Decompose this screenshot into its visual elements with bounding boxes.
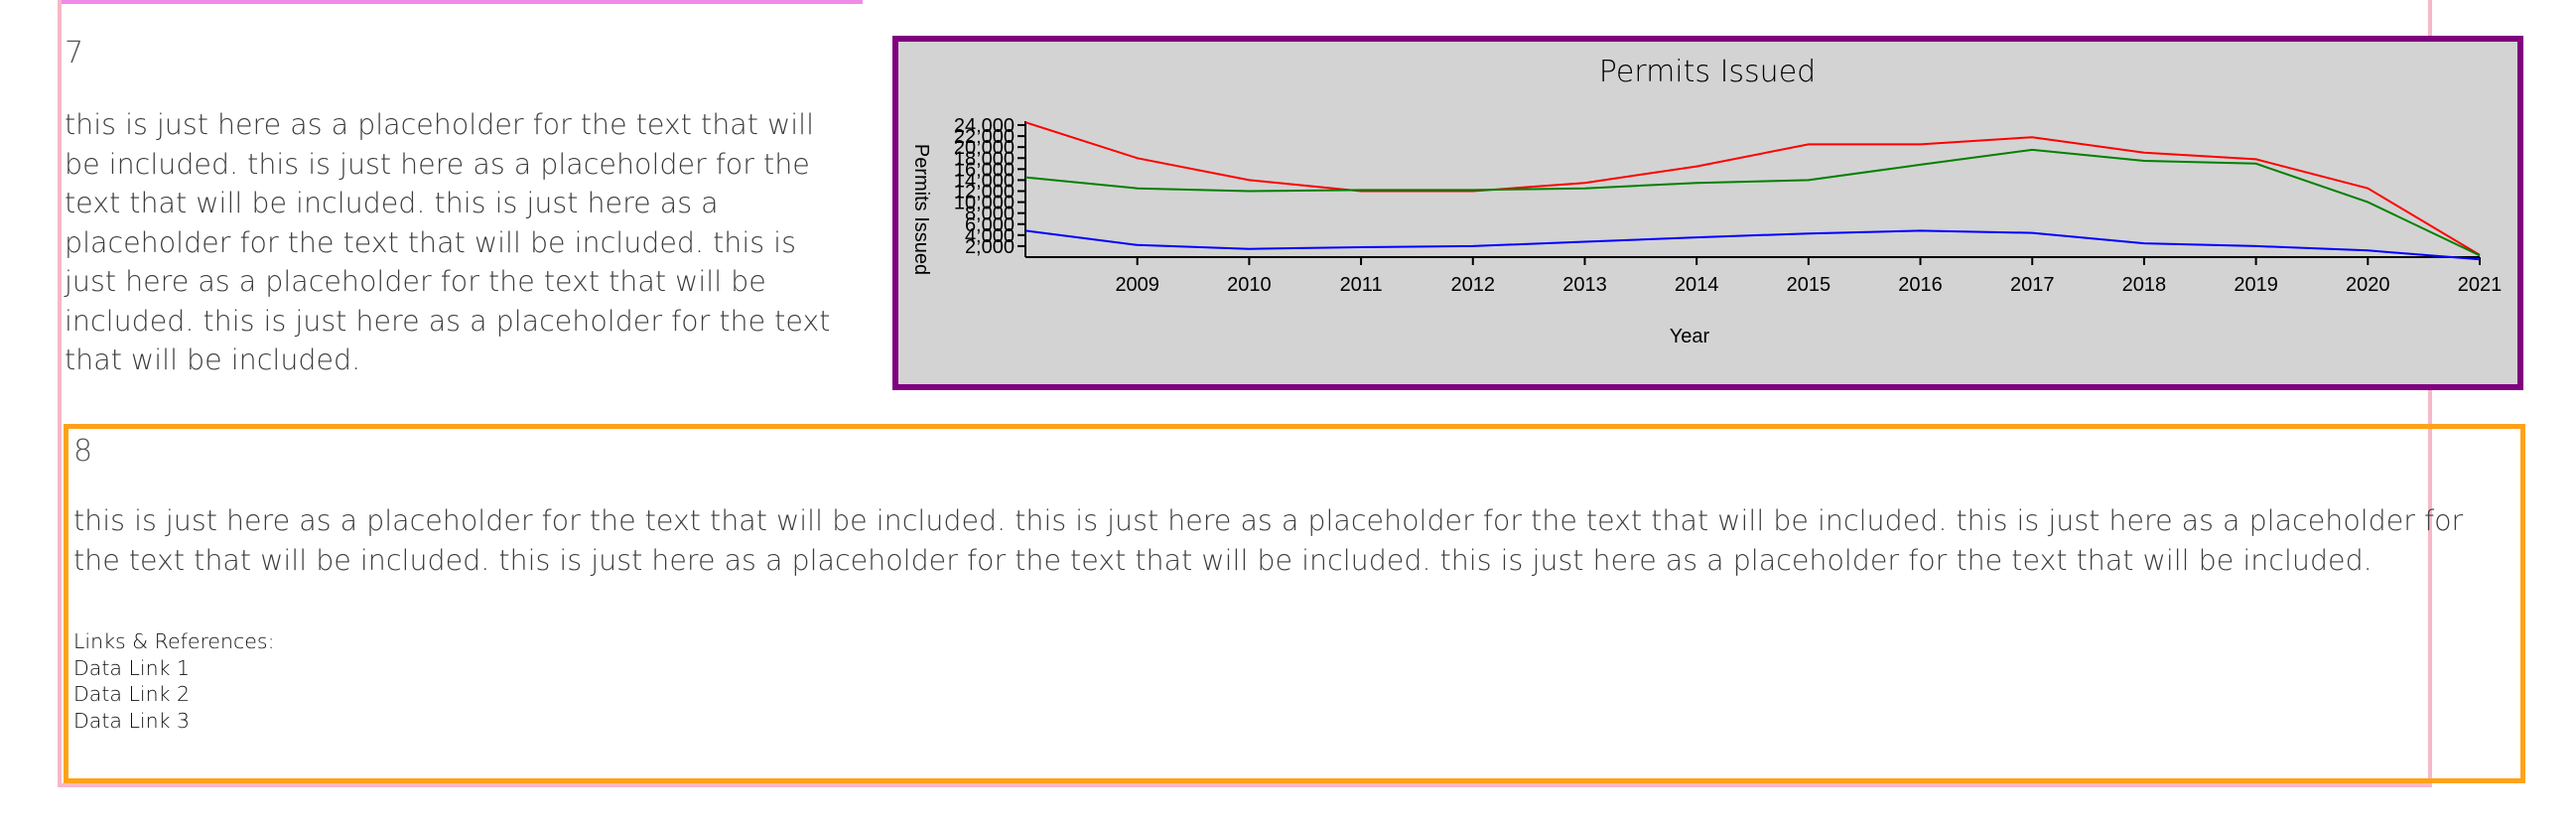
x-tick-label: 2017 [2010, 274, 2055, 296]
y-tick-label: 14,000 [954, 170, 1015, 192]
y-tick-label: 18,000 [954, 148, 1015, 170]
x-tick-label: 2011 [1340, 274, 1383, 296]
y-tick-label: 6,000 [965, 214, 1015, 236]
x-tick-label: 2015 [1787, 274, 1831, 296]
x-tick-label: 2010 [1227, 274, 1272, 296]
permits-chart: Permits Issued 2,000 4,000 6,000 8,000 10,000… [892, 36, 2523, 390]
content-frame [58, 0, 2432, 787]
x-tick-label: 2018 [2122, 274, 2167, 296]
data-link-2[interactable]: Data Link 2 [73, 682, 191, 706]
section-7-number: 7 [65, 36, 84, 70]
y-axis-label: Permits Issued [910, 144, 932, 275]
data-link-3[interactable]: Data Link 3 [73, 708, 191, 733]
series-line-3 [1024, 229, 2481, 261]
y-tick-label: 10,000 [954, 193, 1015, 214]
x-tick-label: 2009 [1115, 274, 1159, 296]
y-tick-label: 8,000 [965, 204, 1015, 225]
x-tick-label: 2021 [2458, 274, 2503, 296]
x-tick-label: 2020 [2346, 274, 2390, 296]
series-line-2 [1024, 148, 2481, 257]
y-tick-label: 12,000 [954, 182, 1015, 204]
chart-title: Permits Issued [1599, 55, 1816, 89]
x-tick-label: 2012 [1451, 274, 1496, 296]
section-8-number: 8 [73, 434, 93, 469]
section-8-text: this is just here as a placeholder for t… [73, 504, 2464, 577]
top-accent-bar [62, 0, 863, 4]
y-tick-label: 4,000 [965, 225, 1015, 247]
links-references: Links & References: Data Link 1 Data Lin… [73, 628, 275, 734]
y-tick-label: 22,000 [954, 126, 1015, 148]
x-tick-label: 2016 [1898, 274, 1943, 296]
y-tick-label: 24,000 [954, 115, 1015, 137]
links-heading: Links & References: [73, 629, 275, 653]
x-axis-label: Year [1670, 326, 1710, 347]
permits-chart-svg: Permits Issued 2,0004,0006,0008,00010,000… [910, 55, 2503, 347]
x-tick-label: 2013 [1562, 274, 1607, 296]
x-tick-label: 2019 [2234, 274, 2278, 296]
y-tick-label: 16,000 [954, 159, 1015, 181]
section-7-text: this is just here as a placeholder for t… [65, 108, 831, 376]
section-8: 8 this is just here as a placeholder for… [64, 424, 2525, 783]
data-link-1[interactable]: Data Link 1 [73, 655, 191, 680]
y-tick-label: 20,000 [954, 137, 1015, 159]
y-tick-label: 2,000 [965, 236, 1015, 258]
x-tick-label: 2014 [1675, 274, 1719, 296]
series-line-1 [1024, 121, 2481, 256]
